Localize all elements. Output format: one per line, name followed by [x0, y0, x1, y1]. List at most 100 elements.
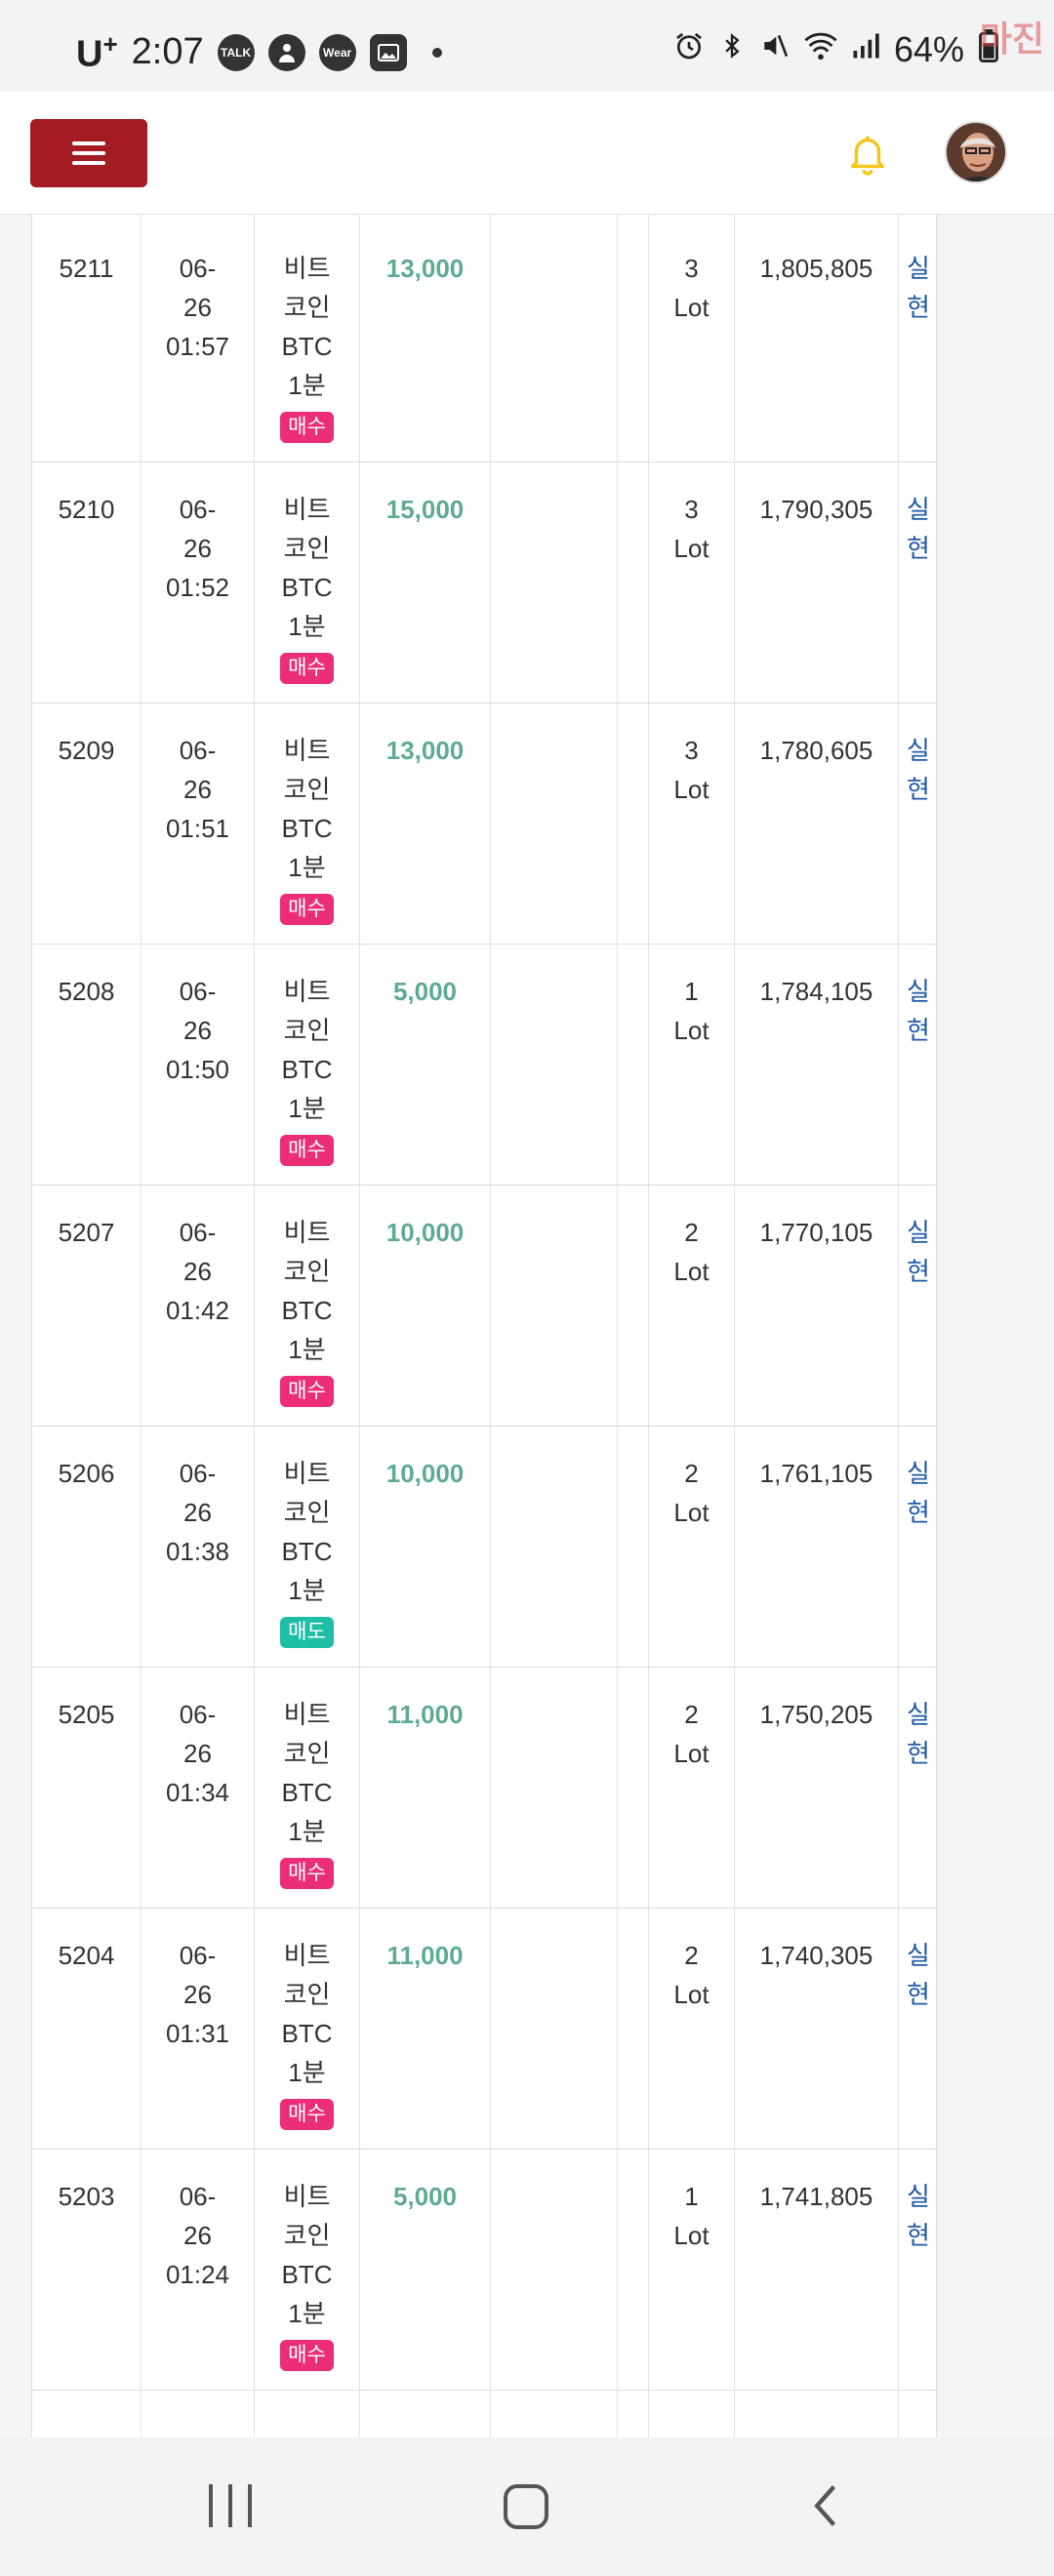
transaction-table: 5211 06- 26 01:57 비트 코인 BTC 1분 매수 13,000 3 Lot 1,805… [31, 215, 937, 2437]
product-name-2: 코인 [283, 534, 331, 563]
time: 01:52 [165, 573, 230, 602]
hamburger-icon [72, 141, 105, 145]
product-interval: 1분 [288, 612, 326, 641]
home-icon[interactable] [504, 2484, 548, 2529]
product-interval: 1분 [288, 1094, 326, 1123]
table-row[interactable]: 5204 06- 26 01:31 비트 코인 BTC 1분 매수 11,000 2 Lot 1,740… [32, 1908, 936, 2149]
recent-apps-icon[interactable] [209, 2484, 252, 2527]
row-datetime: 06- 26 01:42 [142, 1186, 255, 1426]
status-char-2: 현 [907, 1980, 930, 2009]
product-name-1: 비트 [283, 1459, 331, 1488]
image-icon [369, 33, 407, 71]
table-row[interactable]: 5206 06- 26 01:38 비트 코인 BTC 1분 매도 10,000 2 Lot 1,761… [32, 1426, 936, 1667]
status-char-1: 실 [907, 254, 930, 283]
product-name-2: 코인 [283, 1498, 331, 1527]
row-empty-cell [618, 2391, 649, 2437]
product-interval: 1분 [288, 853, 326, 882]
bell-icon[interactable] [845, 131, 890, 176]
row-amount: 13,000 [360, 704, 491, 944]
status-bar: U+ 2:07 TALK Wear 64% 마진 [0, 0, 1054, 92]
transaction-list[interactable]: 5211 06- 26 01:57 비트 코인 BTC 1분 매수 13,000 3 Lot 1,805… [0, 215, 1054, 2437]
status-char-2: 현 [907, 2221, 930, 2250]
trade-type-badge: 매수 [280, 2099, 334, 2130]
lot-count: 2 [684, 1941, 699, 1970]
menu-button[interactable] [30, 119, 147, 187]
lot-count: 2 [684, 1700, 699, 1729]
date-day: 26 [183, 775, 212, 804]
product-interval: 1분 [288, 2299, 326, 2328]
row-empty-cell [491, 1427, 618, 1667]
row-datetime: 06- 26 01:50 [142, 945, 255, 1185]
date-month: 06- [179, 1459, 217, 1488]
status-char-1: 실 [907, 1700, 930, 1729]
row-id: 5211 [32, 215, 142, 462]
row-balance: 1,805,805 [735, 215, 899, 462]
avatar[interactable] [945, 121, 1007, 183]
product-name-2: 코인 [283, 1016, 331, 1045]
table-row[interactable]: 5203 06- 26 01:24 비트 코인 BTC 1분 매수 5,000 1 Lot 1,741,… [32, 2149, 936, 2390]
status-char-2: 현 [907, 534, 930, 563]
row-amount: 13,000 [360, 215, 491, 462]
status-char-2: 현 [907, 293, 930, 322]
row-datetime: 06- 26 01:52 [142, 463, 255, 703]
row-datetime: 06- 26 01:34 [142, 1668, 255, 1908]
product-symbol: BTC [281, 1537, 333, 1566]
table-row[interactable]: 5210 06- 26 01:52 비트 코인 BTC 1분 매수 15,000 3 Lot 1,790… [32, 462, 936, 703]
row-balance: 1,770,105 [735, 1186, 899, 1426]
row-datetime: 06- 26 01:51 [142, 704, 255, 944]
date-day: 26 [183, 2221, 212, 2250]
status-char-1: 실 [907, 1218, 930, 1247]
row-empty-cell [491, 215, 618, 462]
status-char-1: 실 [907, 1459, 930, 1488]
product-name-1: 비트 [283, 736, 331, 765]
table-row[interactable]: 5208 06- 26 01:50 비트 코인 BTC 1분 매수 5,000 1 Lot 1,784,… [32, 944, 936, 1185]
row-lot: 3 Lot [649, 463, 735, 703]
lot-count: 2 [684, 1459, 699, 1488]
date-day: 26 [183, 293, 212, 322]
notification-dot-icon [431, 47, 442, 58]
table-row[interactable]: 5207 06- 26 01:42 비트 코인 BTC 1분 매수 10,000 2 Lot 1,770… [32, 1185, 936, 1426]
lot-unit: Lot [673, 1016, 709, 1045]
bluetooth-icon [718, 30, 746, 69]
row-empty-cell [618, 1668, 649, 1908]
status-right: 64% [673, 29, 999, 70]
row-empty-cell [735, 2391, 899, 2437]
row-id: 5207 [32, 1186, 142, 1426]
trade-type-badge: 매수 [280, 653, 334, 684]
row-empty-cell [618, 1186, 649, 1426]
product-symbol: BTC [281, 332, 333, 361]
product-name-1: 비트 [283, 1700, 331, 1729]
lot-unit: Lot [673, 1739, 709, 1768]
time: 01:24 [165, 2260, 230, 2289]
row-balance: 1,750,205 [735, 1668, 899, 1908]
wifi-icon [804, 31, 837, 68]
row-amount: 10,000 [360, 1186, 491, 1426]
row-product: 비트 코인 BTC 1분 매수 [255, 463, 360, 703]
product-symbol: BTC [281, 1778, 333, 1807]
row-id: 5209 [32, 704, 142, 944]
row-empty-cell [491, 2391, 618, 2437]
back-icon[interactable] [802, 2480, 853, 2531]
row-id: 5206 [32, 1427, 142, 1667]
product-name-2: 코인 [283, 1980, 331, 2009]
status-char-1: 실 [907, 977, 930, 1006]
trade-type-badge: 매도 [280, 1617, 334, 1648]
table-row[interactable]: 5205 06- 26 01:34 비트 코인 BTC 1분 매수 11,000 2 Lot 1,750… [32, 1667, 936, 1908]
row-product: 비트 코인 BTC 1분 매수 [255, 1668, 360, 1908]
table-row[interactable]: 5211 06- 26 01:57 비트 코인 BTC 1분 매수 13,000 3 Lot 1,805… [32, 215, 936, 462]
lot-count: 3 [684, 495, 699, 524]
table-row[interactable]: 5209 06- 26 01:51 비트 코인 BTC 1분 매수 13,000 3 Lot 1,780… [32, 703, 936, 944]
hamburger-line [72, 151, 105, 155]
date-day: 26 [183, 1739, 212, 1768]
clock: 2:07 [131, 31, 204, 73]
row-empty-cell [618, 704, 649, 944]
